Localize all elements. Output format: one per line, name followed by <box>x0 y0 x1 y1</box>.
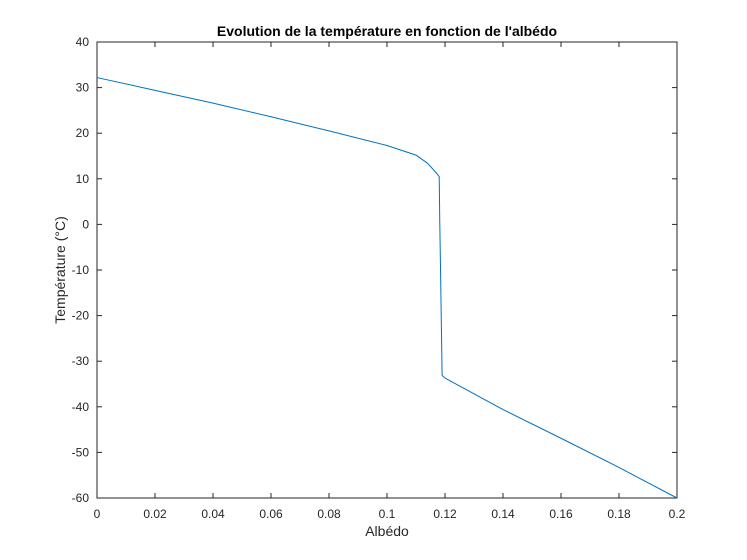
y-axis-label: Température (°C) <box>52 216 68 324</box>
y-tick-label: 10 <box>76 172 90 186</box>
series-layer <box>96 77 678 499</box>
series-line <box>96 77 678 499</box>
x-tick-label: 0.02 <box>143 507 167 521</box>
y-tick-label: -10 <box>72 263 90 277</box>
y-axis-ticks: 40 30 20 10 0 -10 -20 -30 -40 -50 -60 <box>72 35 677 505</box>
y-tick-label: -20 <box>72 309 90 323</box>
x-tick-label: 0.2 <box>669 507 686 521</box>
x-axis-ticks: 0 0.02 0.04 0.06 0.08 0.1 0.12 0.14 0.16 0.18 0.2 <box>94 42 686 521</box>
y-tick-label: -60 <box>72 491 90 505</box>
x-tick-label: 0.06 <box>259 507 283 521</box>
y-tick-label: 20 <box>76 126 90 140</box>
y-tick-label: 0 <box>82 217 89 231</box>
x-tick-label: 0.08 <box>317 507 341 521</box>
chart-title: Evolution de la température en fonction … <box>217 23 557 39</box>
y-tick-label: 30 <box>76 81 90 95</box>
plot-area <box>96 41 678 499</box>
y-tick-label: -30 <box>72 354 90 368</box>
x-axis-label: Albédo <box>365 523 409 539</box>
x-tick-label: 0.12 <box>433 507 457 521</box>
y-tick-label: 40 <box>76 35 90 49</box>
x-tick-label: 0.14 <box>491 507 515 521</box>
x-tick-label: 0 <box>94 507 101 521</box>
x-tick-label: 0.04 <box>201 507 225 521</box>
x-tick-label: 0.18 <box>607 507 631 521</box>
x-tick-label: 0.1 <box>379 507 396 521</box>
y-tick-label: -50 <box>72 445 90 459</box>
x-tick-label: 0.16 <box>549 507 573 521</box>
y-tick-label: -40 <box>72 400 90 414</box>
